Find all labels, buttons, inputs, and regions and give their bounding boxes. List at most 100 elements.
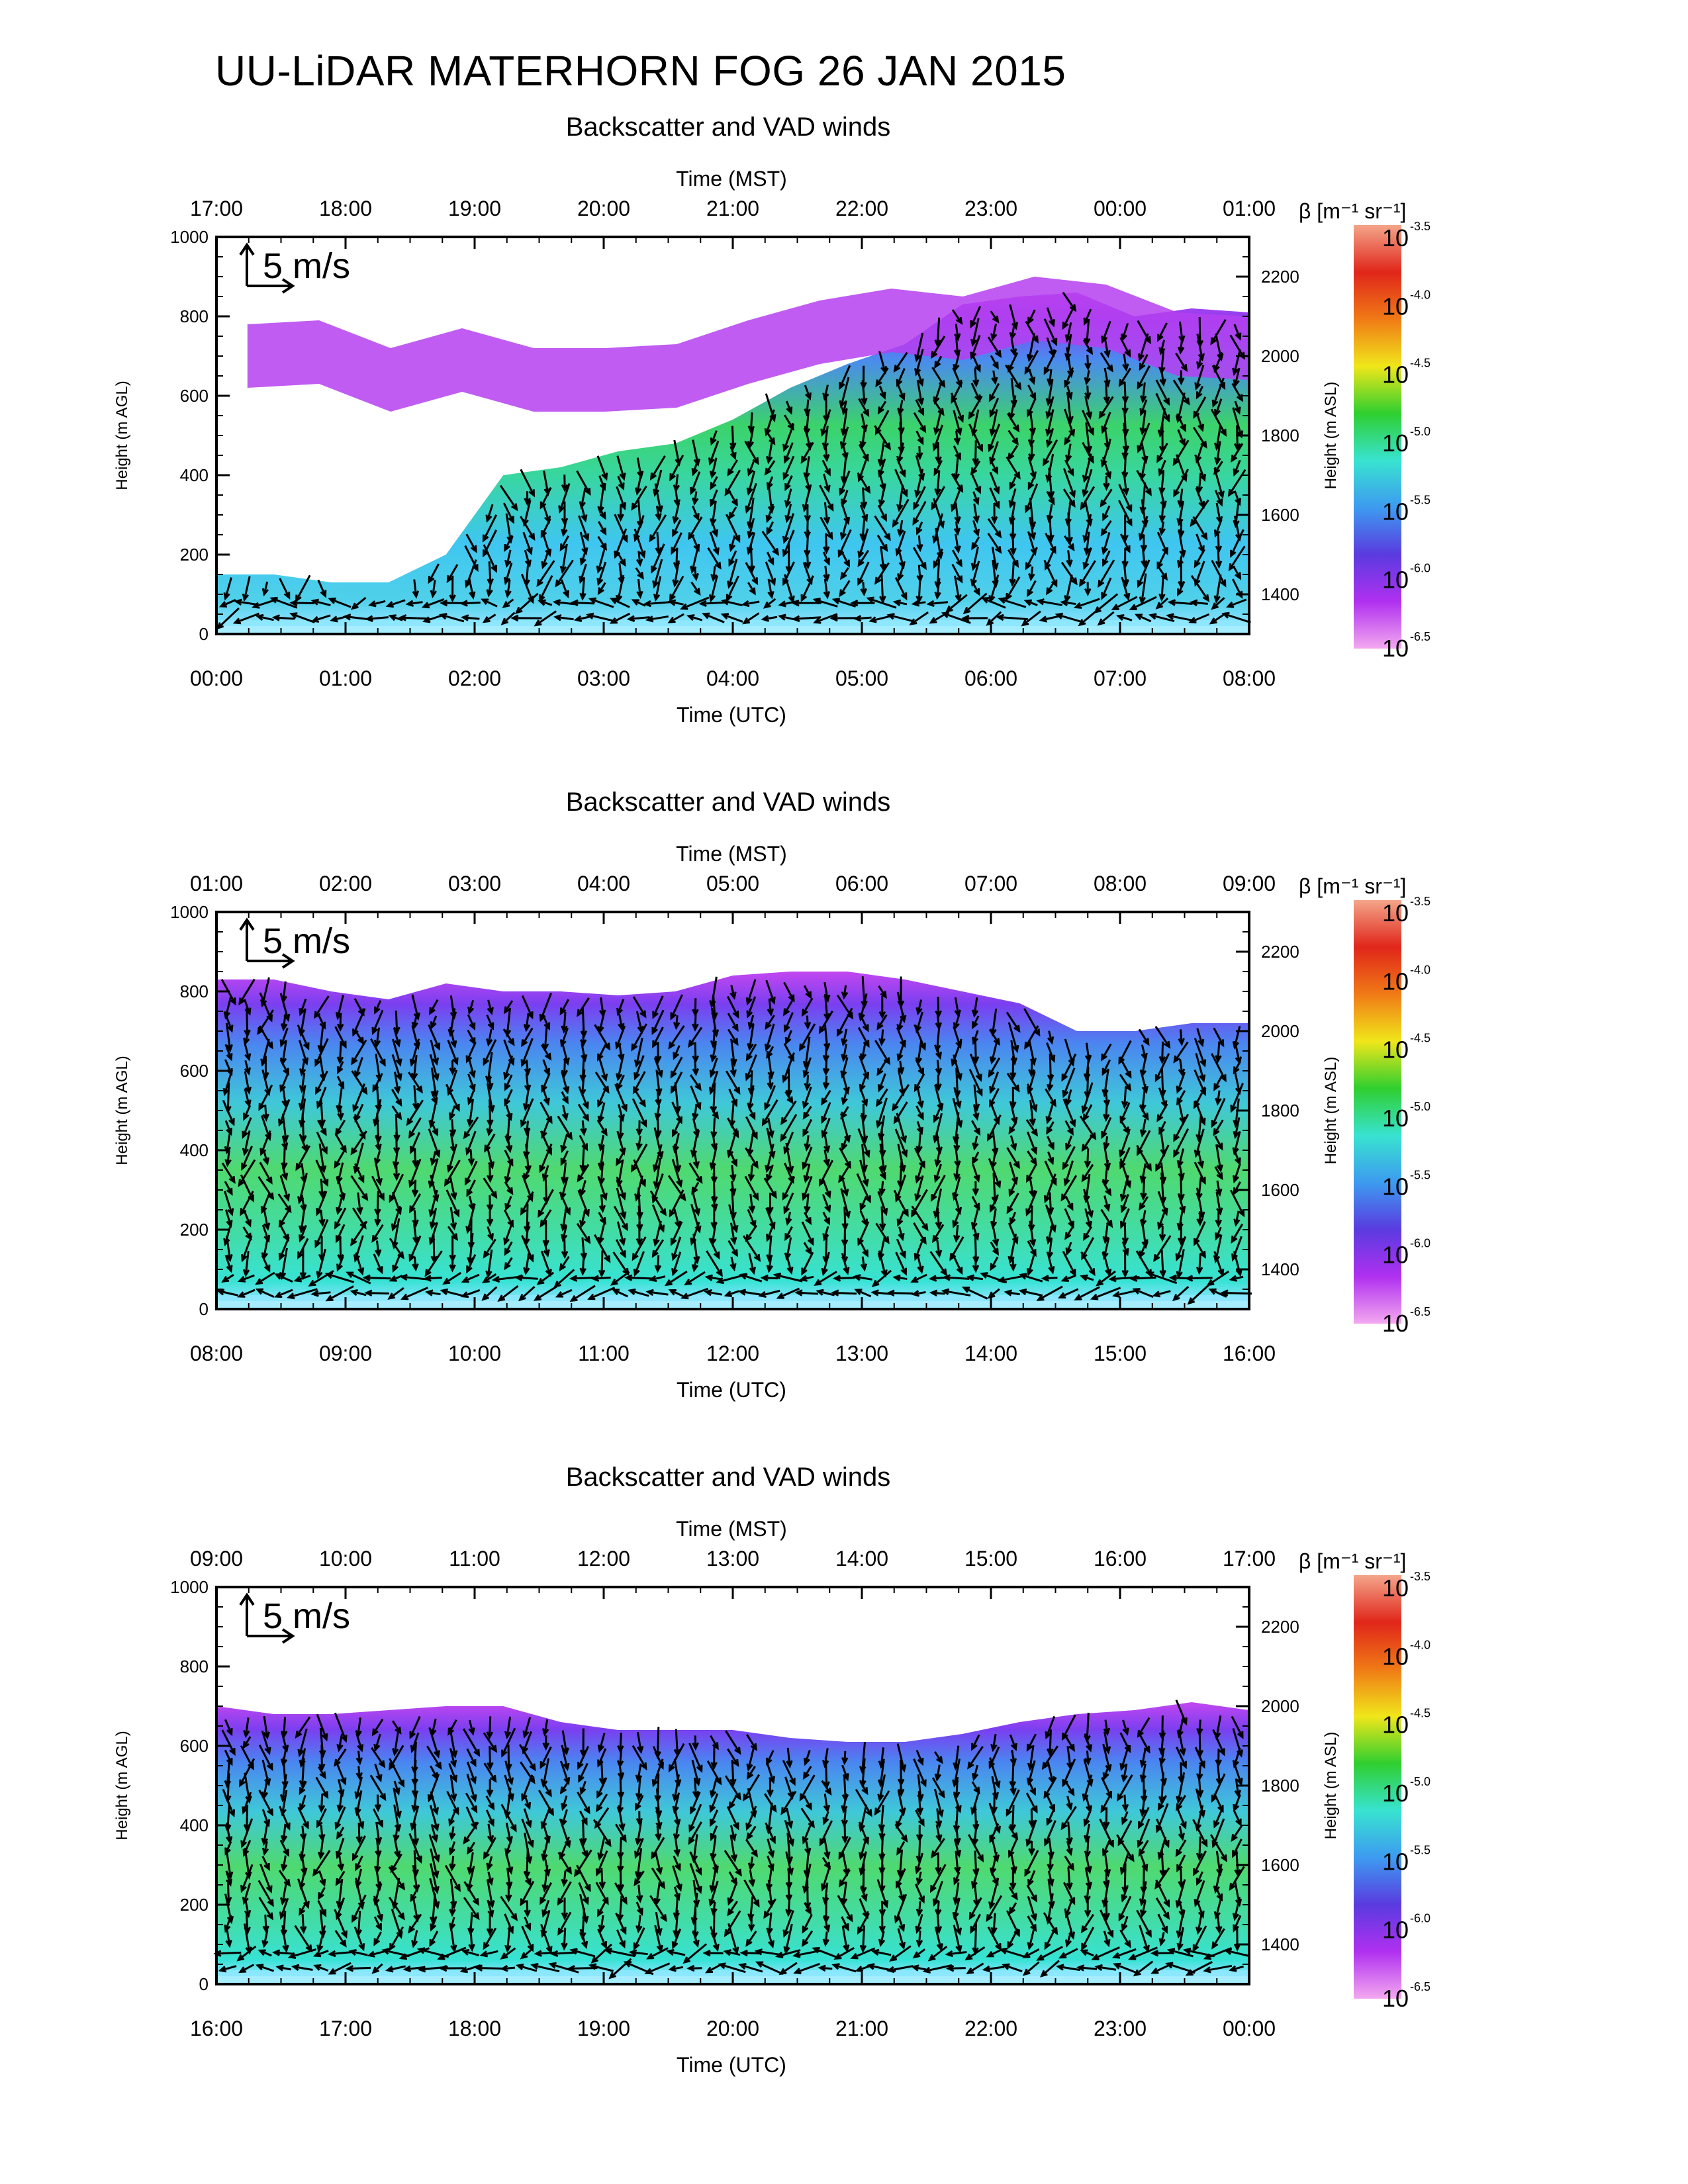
panel-2-title: Backscatter and VAD winds bbox=[565, 788, 891, 817]
colorbar-tick-exponent: -4.0 bbox=[1410, 963, 1430, 976]
reference-vector-arrow bbox=[239, 1592, 295, 1644]
asl-tick-label: 2000 bbox=[1261, 1021, 1299, 1041]
upper-cloud-layer bbox=[247, 277, 1249, 412]
colorbar-tick-exponent: -6.0 bbox=[1410, 1237, 1430, 1250]
mst-tick-label: 05:00 bbox=[706, 872, 759, 895]
mst-tick-label: 16:00 bbox=[1094, 1547, 1147, 1570]
colorbar-title: β [m⁻¹ sr⁻¹] bbox=[1299, 874, 1406, 898]
mst-tick-label: 06:00 bbox=[835, 872, 888, 895]
utc-tick-label: 07:00 bbox=[1094, 666, 1147, 690]
colorbar-tick-label: 10 bbox=[1382, 1780, 1409, 1807]
right-axis-title: Height (m ASL) bbox=[1322, 382, 1340, 490]
colorbar-tick-label: 10 bbox=[1382, 1242, 1409, 1269]
asl-tick-label: 1800 bbox=[1261, 426, 1299, 445]
panel-1-top-axis-title: Time (MST) bbox=[676, 167, 787, 191]
mst-tick-label: 23:00 bbox=[964, 197, 1017, 220]
mst-tick-label: 22:00 bbox=[835, 197, 888, 220]
asl-tick-label: 1600 bbox=[1261, 1855, 1299, 1875]
utc-tick-label: 15:00 bbox=[1094, 1342, 1147, 1365]
agl-tick-label: 1000 bbox=[170, 227, 209, 247]
utc-tick-label: 23:00 bbox=[1094, 2017, 1147, 2040]
agl-tick-label: 200 bbox=[180, 545, 209, 565]
utc-tick-label: 17:00 bbox=[319, 2017, 372, 2040]
agl-tick-label: 0 bbox=[199, 624, 209, 644]
colorbar-tick-exponent: -4.0 bbox=[1410, 288, 1430, 301]
colorbar-tick-label: 10 bbox=[1382, 899, 1409, 927]
asl-tick-label: 2000 bbox=[1261, 1696, 1299, 1716]
colorbar-tick-exponent: -6.5 bbox=[1410, 1980, 1430, 1993]
agl-tick-label: 200 bbox=[180, 1220, 209, 1240]
agl-tick-label: 1000 bbox=[170, 1577, 209, 1597]
mst-tick-label: 14:00 bbox=[835, 1547, 888, 1570]
mst-tick-label: 13:00 bbox=[706, 1547, 759, 1570]
utc-tick-label: 13:00 bbox=[835, 1342, 888, 1365]
agl-tick-label: 0 bbox=[199, 1974, 209, 1994]
utc-tick-label: 14:00 bbox=[964, 1342, 1017, 1365]
asl-tick-label: 1400 bbox=[1261, 1259, 1299, 1279]
reference-vector-arrow bbox=[239, 917, 295, 969]
colorbar-tick-label: 10 bbox=[1382, 1985, 1409, 2012]
agl-tick-label: 800 bbox=[180, 1657, 209, 1676]
mst-tick-label: 12:00 bbox=[577, 1547, 630, 1570]
utc-tick-label: 21:00 bbox=[835, 2017, 888, 2040]
mst-tick-label: 17:00 bbox=[190, 197, 243, 220]
mst-tick-label: 01:00 bbox=[190, 872, 243, 895]
asl-tick-label: 1600 bbox=[1261, 505, 1299, 525]
utc-tick-label: 20:00 bbox=[706, 2017, 759, 2040]
panel-2-chart: 5 m/s 0 200 400 600 800 1000 1400 1600 1800 2000 22… bbox=[113, 872, 1430, 1365]
utc-tick-label: 01:00 bbox=[319, 666, 372, 690]
left-axis-title: Height (m AGL) bbox=[113, 1056, 131, 1165]
colorbar-tick-exponent: -4.5 bbox=[1410, 357, 1430, 370]
colorbar-tick-label: 10 bbox=[1382, 635, 1409, 662]
wind-vector-field bbox=[216, 291, 1251, 630]
reference-vector-label: 5 m/s bbox=[263, 1596, 350, 1636]
panel-3-chart: 5 m/s 0 200 400 600 800 1000 1400 1600 1800 2000 22… bbox=[113, 1547, 1430, 2040]
colorbar-tick-label: 10 bbox=[1382, 968, 1409, 995]
colorbar-tick-exponent: -6.5 bbox=[1410, 1305, 1430, 1318]
agl-tick-label: 400 bbox=[180, 1815, 209, 1835]
colorbar-tick-exponent: -3.5 bbox=[1410, 1570, 1430, 1583]
utc-tick-label: 05:00 bbox=[835, 666, 888, 690]
colorbar-tick-exponent: -3.5 bbox=[1410, 220, 1430, 233]
mst-tick-label: 01:00 bbox=[1223, 197, 1276, 220]
colorbar-tick-exponent: -6.5 bbox=[1410, 630, 1430, 643]
reference-vector-label: 5 m/s bbox=[263, 921, 350, 961]
mst-tick-label: 04:00 bbox=[577, 872, 630, 895]
colorbar bbox=[1354, 225, 1401, 649]
mst-tick-label: 08:00 bbox=[1094, 872, 1147, 895]
mst-tick-label: 09:00 bbox=[190, 1547, 243, 1570]
colorbar-tick-label: 10 bbox=[1382, 1917, 1409, 1944]
colorbar-tick-label: 10 bbox=[1382, 293, 1409, 320]
asl-tick-label: 2000 bbox=[1261, 346, 1299, 366]
utc-tick-label: 00:00 bbox=[1223, 2017, 1276, 2040]
utc-tick-label: 16:00 bbox=[190, 2017, 243, 2040]
colorbar-tick-label: 10 bbox=[1382, 361, 1409, 388]
right-axis-title: Height (m ASL) bbox=[1322, 1057, 1340, 1165]
agl-tick-label: 600 bbox=[180, 386, 209, 406]
utc-tick-label: 11:00 bbox=[578, 1342, 630, 1365]
agl-tick-label: 0 bbox=[199, 1299, 209, 1319]
mst-tick-label: 17:00 bbox=[1223, 1547, 1276, 1570]
mst-tick-label: 09:00 bbox=[1223, 872, 1276, 895]
utc-tick-label: 08:00 bbox=[190, 1342, 243, 1365]
panel-2-bottom-axis-title: Time (UTC) bbox=[677, 1378, 786, 1402]
asl-tick-label: 1800 bbox=[1261, 1101, 1299, 1120]
panel-1-chart: 5 m/s 0 200 400 600 800 1000 1400 1600 1800 2000 22… bbox=[113, 197, 1430, 690]
asl-tick-label: 1800 bbox=[1261, 1776, 1299, 1796]
colorbar-tick-label: 10 bbox=[1382, 1173, 1409, 1200]
colorbar-tick-exponent: -4.5 bbox=[1410, 1707, 1430, 1720]
panel-1-bottom-axis-title: Time (UTC) bbox=[677, 703, 786, 727]
colorbar-tick-label: 10 bbox=[1382, 1105, 1409, 1132]
colorbar-tick-exponent: -6.0 bbox=[1410, 1912, 1430, 1925]
mst-tick-label: 03:00 bbox=[448, 872, 501, 895]
utc-tick-label: 03:00 bbox=[577, 666, 630, 690]
left-axis-title: Height (m AGL) bbox=[113, 381, 131, 490]
colorbar-tick-label: 10 bbox=[1382, 1036, 1409, 1064]
utc-tick-label: 00:00 bbox=[190, 666, 243, 690]
mst-tick-label: 11:00 bbox=[449, 1547, 500, 1570]
colorbar-tick-label: 10 bbox=[1382, 1310, 1409, 1337]
asl-tick-label: 2200 bbox=[1261, 1617, 1299, 1637]
colorbar bbox=[1354, 1575, 1401, 1999]
backscatter-field bbox=[216, 972, 1249, 1301]
asl-tick-label: 1400 bbox=[1261, 584, 1299, 604]
